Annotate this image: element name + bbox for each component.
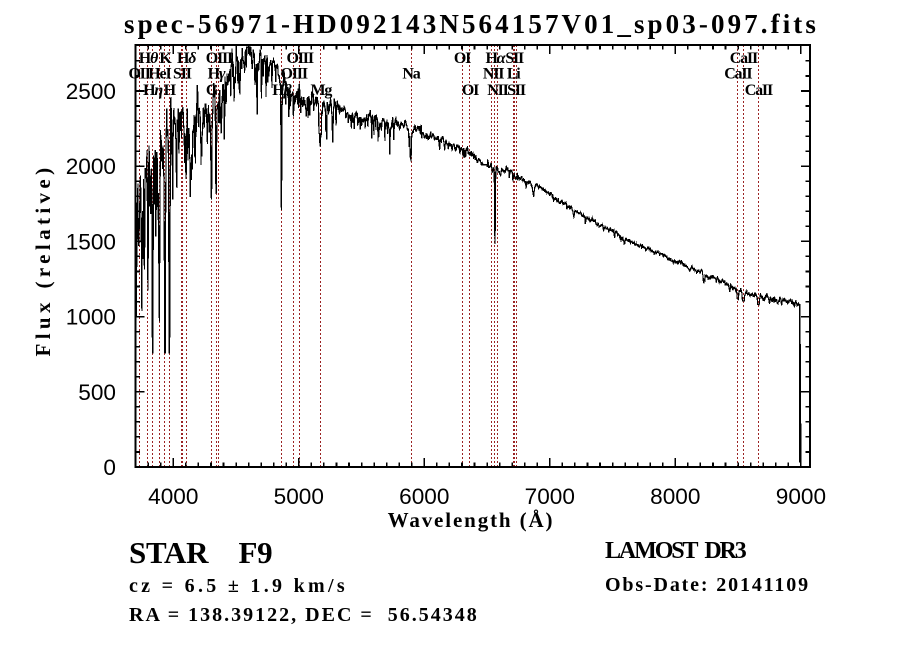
svg-text:NII: NII bbox=[483, 66, 504, 83]
svg-text:HeI: HeI bbox=[148, 66, 171, 83]
svg-text:8000: 8000 bbox=[650, 484, 700, 509]
svg-text:Li: Li bbox=[507, 66, 521, 83]
svg-text:STAR: STAR bbox=[129, 535, 209, 570]
svg-text:Hθ: Hθ bbox=[139, 50, 159, 67]
svg-text:OI: OI bbox=[462, 82, 479, 99]
svg-text:cz = 6.5 ± 1.9 km/s: cz = 6.5 ± 1.9 km/s bbox=[129, 575, 348, 597]
svg-text:CaII: CaII bbox=[724, 66, 752, 83]
svg-text:OIII: OIII bbox=[281, 66, 308, 83]
svg-text:0: 0 bbox=[103, 455, 116, 480]
svg-text:LAMOST DR3: LAMOST DR3 bbox=[605, 538, 747, 564]
svg-text:500: 500 bbox=[78, 380, 116, 405]
svg-text:Na: Na bbox=[402, 66, 420, 83]
svg-text:Hα: Hα bbox=[486, 50, 507, 67]
svg-text:Wavelength (Å): Wavelength (Å) bbox=[388, 508, 555, 532]
svg-text:OIII: OIII bbox=[206, 50, 233, 67]
svg-text:RA = 138.39122, DEC = 56.5434: RA = 138.39122, DEC = 56.54348 bbox=[129, 604, 479, 626]
svg-text:6000: 6000 bbox=[399, 484, 449, 509]
svg-text:4000: 4000 bbox=[148, 484, 198, 509]
svg-text:H: H bbox=[164, 82, 177, 99]
svg-text:Flux (relative): Flux (relative) bbox=[31, 163, 55, 356]
svg-text:NII: NII bbox=[487, 82, 508, 99]
svg-text:G: G bbox=[206, 82, 219, 99]
svg-text:Mg: Mg bbox=[310, 82, 332, 99]
svg-text:2000: 2000 bbox=[66, 154, 116, 179]
svg-text:Obs-Date: 20141109: Obs-Date: 20141109 bbox=[605, 574, 810, 596]
svg-text:SII: SII bbox=[173, 66, 192, 83]
svg-text:CaII: CaII bbox=[730, 50, 758, 67]
svg-text:Hη: Hη bbox=[143, 82, 163, 99]
svg-text:spec-56971-HD092143N564157V01_: spec-56971-HD092143N564157V01_sp03-097.f… bbox=[124, 9, 819, 39]
svg-text:SII: SII bbox=[507, 82, 526, 99]
svg-text:OIII: OIII bbox=[287, 50, 314, 67]
svg-text:5000: 5000 bbox=[274, 484, 324, 509]
svg-text:F9: F9 bbox=[239, 535, 273, 570]
svg-text:OI: OI bbox=[454, 50, 471, 67]
svg-text:Hγ: Hγ bbox=[208, 66, 226, 83]
svg-text:OII: OII bbox=[128, 66, 150, 83]
svg-text:Hδ: Hδ bbox=[177, 50, 196, 67]
svg-text:1000: 1000 bbox=[66, 305, 116, 330]
svg-text:K: K bbox=[159, 50, 172, 67]
svg-text:9000: 9000 bbox=[776, 484, 826, 509]
svg-text:1500: 1500 bbox=[66, 229, 116, 254]
svg-text:7000: 7000 bbox=[525, 484, 575, 509]
svg-text:Hβ: Hβ bbox=[272, 82, 292, 99]
svg-text:CaII: CaII bbox=[745, 82, 773, 99]
svg-text:SII: SII bbox=[505, 50, 524, 67]
svg-text:2500: 2500 bbox=[66, 79, 116, 104]
